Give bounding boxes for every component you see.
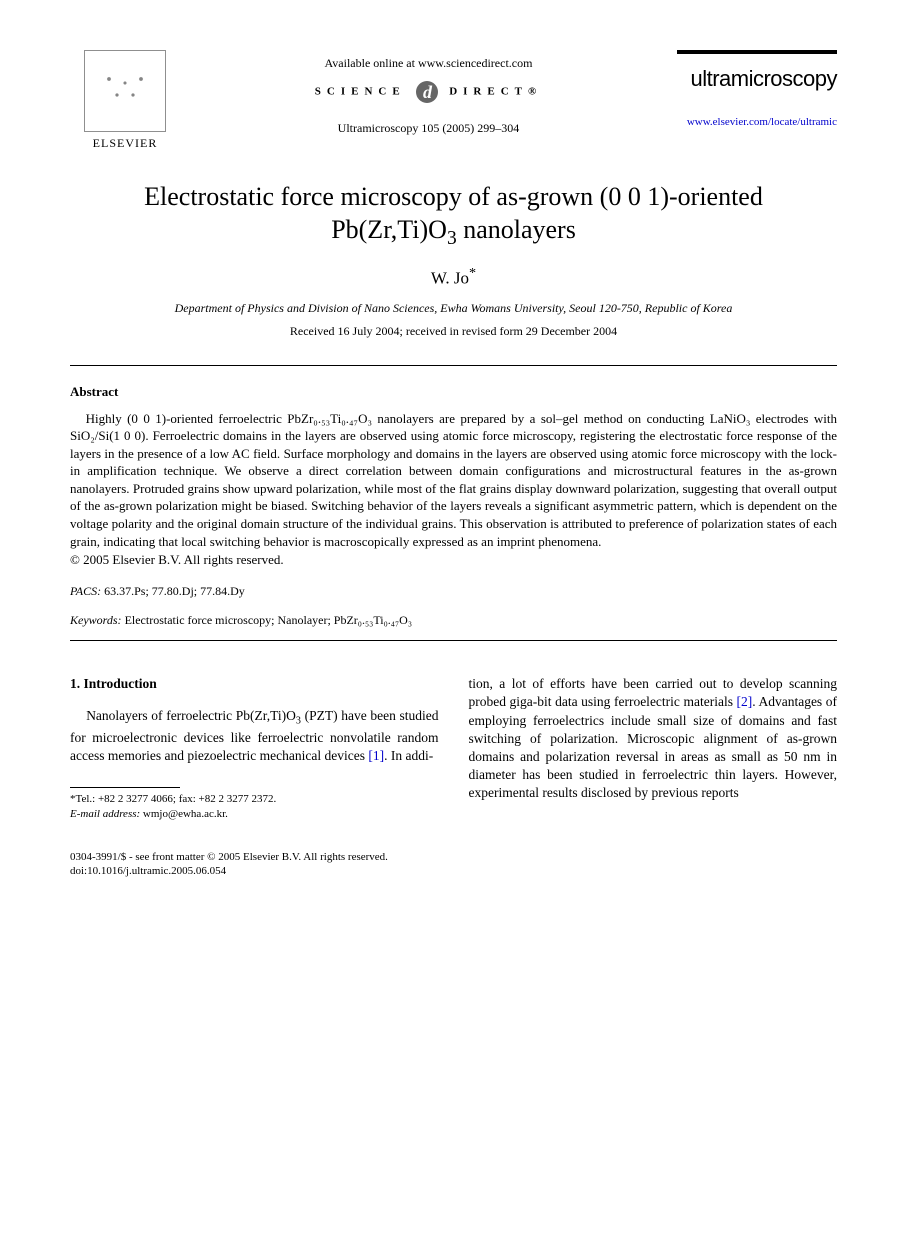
title-line1: Electrostatic force microscopy of as-gro…: [144, 182, 763, 211]
footer-frontmatter: 0304-3991/$ - see front matter © 2005 El…: [70, 850, 837, 864]
sd-left: SCIENCE: [315, 86, 406, 98]
page-container: ELSEVIER Available online at www.science…: [0, 0, 907, 918]
journal-brand: ultramicroscopy www.elsevier.com/locate/…: [677, 50, 837, 128]
intro-paragraph-right: tion, a lot of efforts have been carried…: [469, 675, 838, 803]
sd-right: DIRECT®: [449, 86, 542, 98]
footnote-rule: [70, 787, 180, 788]
keywords-label: Keywords:: [70, 613, 122, 627]
rule-below-keywords: [70, 640, 837, 641]
abstract-text: Highly (0 0 1)-oriented ferroelectric Pb…: [70, 410, 837, 550]
brand-rule: [677, 50, 837, 54]
footer-doi: doi:10.1016/j.ultramic.2005.06.054: [70, 864, 837, 878]
footnote-email: E-mail address: wmjo@ewha.ac.kr.: [70, 807, 439, 822]
ref-link-1[interactable]: [1]: [368, 748, 384, 763]
keywords-values: Electrostatic force microscopy; Nanolaye…: [122, 613, 412, 627]
article-dates: Received 16 July 2004; received in revis…: [70, 324, 837, 339]
pacs-label: PACS:: [70, 584, 101, 598]
col2-b: . Advantages of employing ferroelectrics…: [469, 694, 838, 800]
affiliation: Department of Physics and Division of Na…: [70, 301, 837, 316]
col1-a: Nanolayers of ferroelectric Pb(Zr,Ti)O: [86, 708, 296, 723]
elsevier-tree-icon: [84, 50, 166, 132]
publisher-logo-block: ELSEVIER: [70, 50, 180, 151]
author-block: W. Jo*: [70, 265, 837, 289]
section-1-heading: 1. Introduction: [70, 675, 439, 693]
page-footer: 0304-3991/$ - see front matter © 2005 El…: [70, 850, 837, 879]
article-title: Electrostatic force microscopy of as-gro…: [90, 181, 817, 251]
col1-c: . In addi-: [384, 748, 433, 763]
center-header: Available online at www.sciencedirect.co…: [180, 50, 677, 136]
footnote-email-value: wmjo@ewha.ac.kr.: [140, 808, 228, 820]
author-mark: *: [469, 265, 476, 281]
pacs-line: PACS: 63.37.Ps; 77.80.Dj; 77.84.Dy: [70, 584, 837, 599]
footnote-tel: *Tel.: +82 2 3277 4066; fax: +82 2 3277 …: [70, 792, 439, 807]
body-columns: 1. Introduction Nanolayers of ferroelect…: [70, 675, 837, 822]
copyright-line: © 2005 Elsevier B.V. All rights reserved…: [70, 552, 837, 568]
journal-url-link[interactable]: www.elsevier.com/locate/ultramic: [677, 116, 837, 128]
pacs-values: 63.37.Ps; 77.80.Dj; 77.84.Dy: [101, 584, 245, 598]
column-right: tion, a lot of efforts have been carried…: [469, 675, 838, 822]
column-left: 1. Introduction Nanolayers of ferroelect…: [70, 675, 439, 822]
title-line2-post: nanolayers: [457, 215, 576, 244]
journal-name: ultramicroscopy: [677, 66, 837, 92]
title-line2-sub: 3: [447, 228, 457, 249]
header: ELSEVIER Available online at www.science…: [70, 50, 837, 151]
sd-d-icon: d: [416, 81, 438, 103]
rule-above-abstract: [70, 365, 837, 366]
journal-reference: Ultramicroscopy 105 (2005) 299–304: [180, 121, 677, 136]
ref-link-2[interactable]: [2]: [737, 694, 753, 709]
intro-paragraph-left: Nanolayers of ferroelectric Pb(Zr,Ti)O3 …: [70, 707, 439, 765]
publisher-name: ELSEVIER: [93, 136, 158, 151]
sciencedirect-logo: SCIENCE d DIRECT®: [180, 81, 677, 103]
abstract-heading: Abstract: [70, 384, 837, 400]
available-online-text: Available online at www.sciencedirect.co…: [180, 56, 677, 71]
title-line2-pre: Pb(Zr,Ti)O: [331, 215, 447, 244]
keywords-line: Keywords: Electrostatic force microscopy…: [70, 613, 837, 628]
author-name: W. Jo: [431, 269, 469, 288]
footnote-email-label: E-mail address:: [70, 808, 140, 820]
